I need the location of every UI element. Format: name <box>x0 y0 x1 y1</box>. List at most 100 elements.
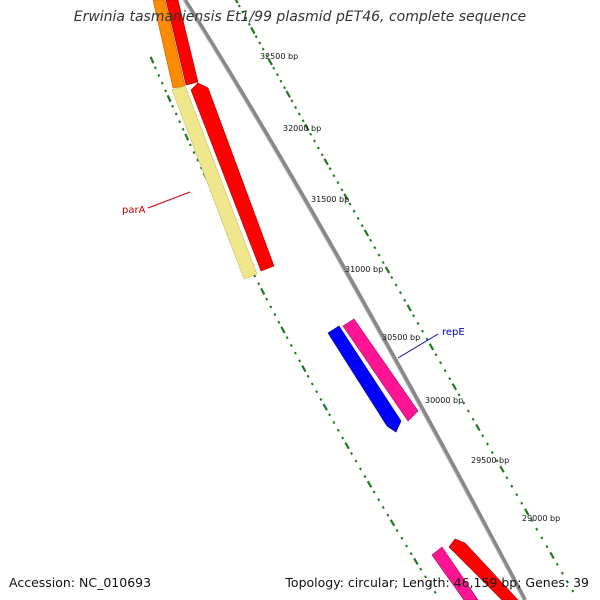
major-tick <box>549 551 555 560</box>
minor-tick <box>269 305 273 309</box>
parA-leader-line <box>147 191 191 209</box>
minor-tick <box>466 409 470 413</box>
minor-tick <box>369 238 373 242</box>
minor-tick <box>571 589 575 593</box>
minor-tick <box>530 518 534 523</box>
major-tick <box>301 364 307 373</box>
minor-tick <box>310 382 314 386</box>
gene-label-parA[interactable]: parA <box>122 205 146 216</box>
minor-tick <box>320 153 324 157</box>
minor-tick <box>290 99 294 103</box>
minor-tick <box>199 166 203 170</box>
backbone-arc-highlight <box>182 0 524 600</box>
minor-tick <box>275 73 279 77</box>
major-tick <box>363 229 370 237</box>
minor-tick <box>354 459 358 463</box>
minor-tick <box>433 590 437 594</box>
accession-text: Accession: NC_010693 <box>9 575 152 590</box>
minor-tick <box>279 79 283 83</box>
minor-tick <box>265 53 269 58</box>
gene-parA[interactable] <box>171 85 258 280</box>
minor-tick <box>258 41 262 45</box>
major-tick <box>280 326 286 334</box>
minor-tick <box>309 132 313 136</box>
minor-tick <box>306 374 310 378</box>
minor-tick <box>294 105 298 109</box>
minor-tick <box>293 351 297 355</box>
minor-tick <box>247 22 251 26</box>
minor-tick <box>244 16 248 20</box>
backbone-arc <box>183 0 527 600</box>
minor-tick <box>381 260 385 265</box>
minor-tick <box>348 202 352 206</box>
gene-repE-blue[interactable] <box>327 325 402 433</box>
major-tick <box>260 287 266 296</box>
minor-tick <box>395 529 399 533</box>
minor-tick <box>510 484 514 488</box>
major-tick <box>234 0 239 4</box>
tick-label: 31500 bp <box>311 195 349 204</box>
major-tick <box>166 94 172 103</box>
minor-tick <box>373 246 377 250</box>
major-tick <box>406 304 412 312</box>
tick-label: 31000 bp <box>345 265 383 274</box>
minor-tick <box>277 320 281 324</box>
minor-tick <box>381 505 385 509</box>
tick-label: 32000 bp <box>283 124 321 133</box>
minor-tick <box>377 498 381 502</box>
major-tick <box>184 133 190 141</box>
major-tick <box>413 557 419 565</box>
minor-tick <box>560 571 564 575</box>
minor-tick <box>261 47 265 51</box>
minor-tick <box>457 393 461 397</box>
minor-tick <box>301 119 305 123</box>
major-tick <box>475 423 481 432</box>
minor-tick <box>160 81 164 85</box>
tick-label: 29500 bp <box>471 456 509 465</box>
minor-tick <box>535 527 539 531</box>
minor-tick <box>164 89 168 93</box>
gene-pink[interactable] <box>342 318 419 422</box>
major-tick <box>285 90 291 98</box>
major-tick <box>250 26 256 35</box>
gene-red-bottom[interactable] <box>448 538 519 600</box>
minor-tick <box>439 361 443 365</box>
gene-pink-bottom[interactable] <box>431 546 479 600</box>
gene-red-upper[interactable] <box>165 0 199 86</box>
gene-red-long[interactable] <box>190 82 275 272</box>
minor-tick <box>421 329 424 333</box>
minor-tick <box>485 442 489 446</box>
minor-tick <box>545 545 549 549</box>
minor-tick <box>405 544 408 548</box>
minor-tick <box>386 513 390 517</box>
tick-label: 30500 bp <box>382 333 420 342</box>
minor-tick <box>336 181 340 185</box>
tick-label: 30000 bp <box>425 396 463 405</box>
minor-tick <box>520 501 524 505</box>
minor-tick <box>241 10 245 14</box>
minor-tick <box>403 298 407 302</box>
minor-tick <box>272 66 276 70</box>
minor-tick <box>328 167 332 171</box>
minor-tick <box>188 143 192 147</box>
minor-tick <box>540 536 544 540</box>
minor-tick <box>515 493 519 497</box>
major-tick <box>344 442 350 450</box>
minor-tick <box>566 580 570 584</box>
gene-label-repE[interactable]: repE <box>442 327 465 338</box>
minor-tick <box>254 35 258 39</box>
minor-tick <box>359 467 362 471</box>
minor-tick <box>174 112 178 116</box>
map-title: Erwinia tasmaniensis Et1/99 plasmid pET4… <box>73 9 527 25</box>
minor-tick <box>313 139 316 143</box>
minor-tick <box>390 275 394 280</box>
major-tick <box>149 56 155 64</box>
minor-tick <box>372 490 376 494</box>
major-tick <box>384 266 391 274</box>
minor-tick <box>412 314 416 318</box>
repE-leader-line <box>397 333 439 359</box>
minor-tick <box>416 321 420 325</box>
minor-tick <box>328 413 332 417</box>
major-tick <box>524 508 530 516</box>
major-tick <box>322 403 328 411</box>
